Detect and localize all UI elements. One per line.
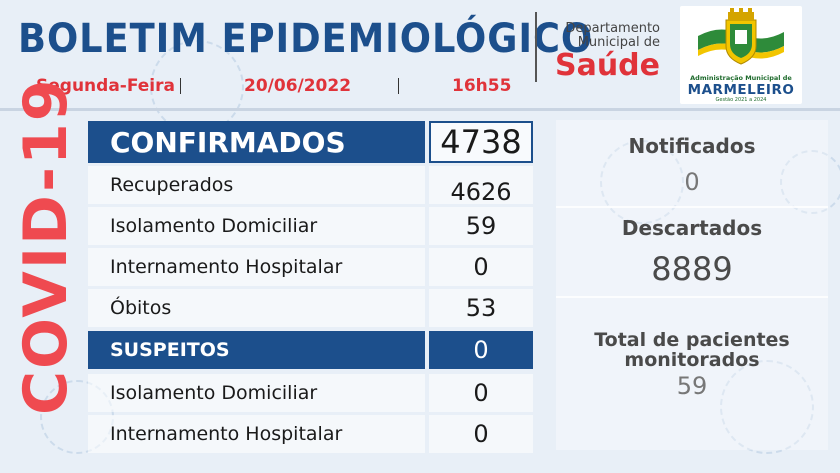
table-row: Isolamento Domiciliar 0: [88, 374, 533, 412]
header-rule: [0, 108, 840, 111]
row-label: Isolamento Domiciliar: [88, 374, 425, 412]
row-value: 0: [429, 374, 533, 412]
row-label: Recuperados: [88, 166, 425, 204]
coat-of-arms-icon: [698, 8, 784, 65]
panel-divider: [556, 206, 828, 208]
notificados-label: Notificados: [628, 134, 756, 158]
weekday-label: Segunda-Feira: [36, 76, 175, 96]
table-row: Internamento Hospitalar 0: [88, 415, 533, 453]
dept-line-2: Municipal de: [577, 35, 660, 50]
page-title: BOLETIM EPIDEMIOLÓGICO: [18, 16, 594, 62]
header-divider: [535, 12, 537, 82]
summary-panel: Notificados 0 Descartados 8889 Total de …: [556, 120, 828, 450]
row-value: 53: [429, 289, 533, 327]
row-value: 0: [429, 248, 533, 286]
table-row: Óbitos 53: [88, 289, 533, 327]
suspeitos-value: 0: [429, 331, 533, 369]
logo-admin-text: Administração Municipal de: [690, 74, 792, 82]
dept-saude: Saúde: [554, 48, 660, 83]
row-label: Óbitos: [88, 289, 425, 327]
confirmados-label: CONFIRMADOS: [88, 121, 425, 163]
table-row: Internamento Hospitalar 0: [88, 248, 533, 286]
background-virus-decoration: [780, 150, 840, 214]
covid-side-label: COVID-19: [11, 77, 81, 415]
monitorados-label-line-2: monitorados: [624, 349, 760, 371]
descartados-label: Descartados: [621, 216, 763, 240]
table-row: Isolamento Domiciliar 59: [88, 207, 533, 245]
time-label: 16h55: [452, 76, 512, 96]
dept-line-1: Departamento: [565, 21, 660, 36]
background-virus-decoration: [600, 140, 684, 224]
row-label: Isolamento Domiciliar: [88, 207, 425, 245]
monitorados-label-line-1: Total de pacientes: [594, 329, 790, 351]
descartados-value: 8889: [651, 250, 733, 288]
row-value: 4626: [429, 166, 533, 206]
monitorados-value: 59: [676, 372, 708, 400]
row-value: 0: [429, 415, 533, 453]
department-label: Departamento Municipal de Saúde: [548, 22, 660, 82]
confirmados-value: 4738: [429, 121, 533, 163]
suspeitos-header-row: SUSPEITOS 0: [88, 331, 533, 369]
row-label: Internamento Hospitalar: [88, 248, 425, 286]
subline-divider: [180, 78, 181, 94]
municipality-logo: Administração Municipal de MARMELEIRO Ge…: [680, 6, 802, 104]
suspeitos-label: SUSPEITOS: [88, 331, 425, 369]
background-virus-decoration: [720, 360, 814, 454]
table-row: Recuperados 4626: [88, 166, 533, 206]
subline-divider: [398, 78, 399, 94]
logo-municipality-name: MARMELEIRO: [687, 82, 795, 98]
row-value: 59: [429, 207, 533, 245]
confirmados-header-row: CONFIRMADOS 4738: [88, 121, 533, 163]
panel-divider: [556, 296, 828, 298]
notificados-value: 0: [684, 168, 700, 196]
logo-gestao-text: Gestão 2021 a 2024: [715, 97, 767, 103]
row-label: Internamento Hospitalar: [88, 415, 425, 453]
date-label: 20/06/2022: [244, 76, 352, 96]
